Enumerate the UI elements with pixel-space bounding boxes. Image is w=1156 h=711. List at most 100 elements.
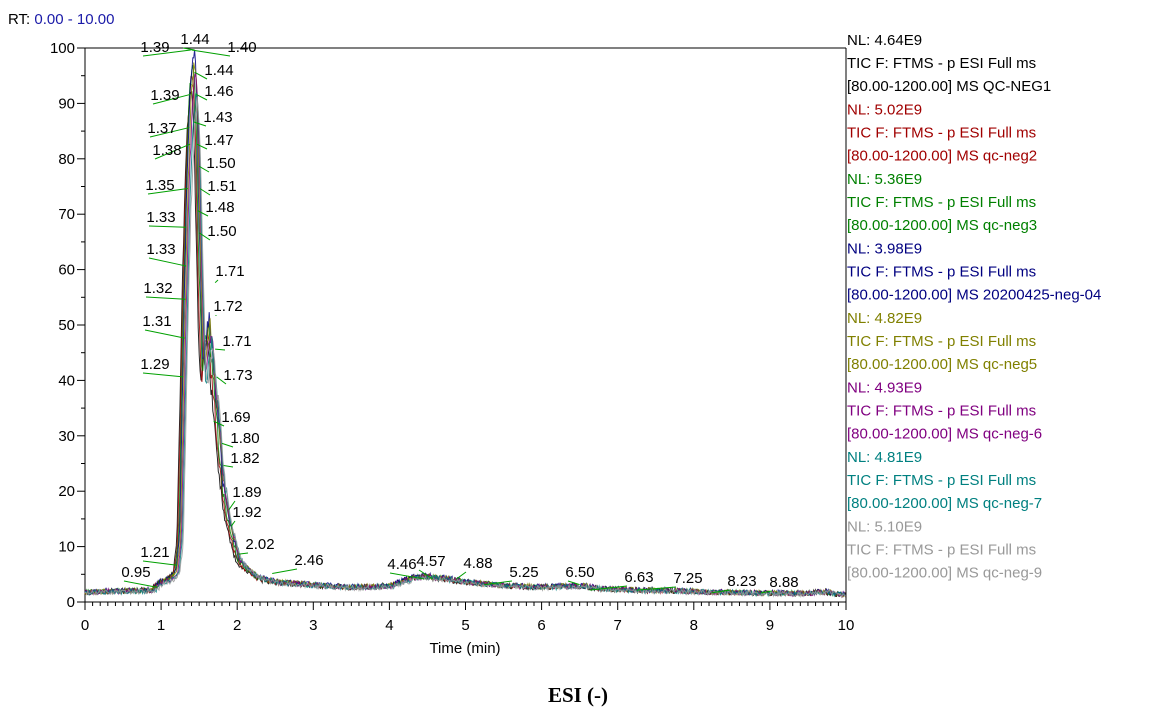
legend-nl-label: NL: 4.64E9 (847, 32, 922, 49)
peak-leader-line (145, 296, 186, 300)
legend-trace-label: TIC F: FTMS - p ESI Full ms (847, 333, 1036, 350)
peak-leader-line (198, 165, 210, 173)
peak-leader-line (193, 121, 207, 127)
peak-leader-line (148, 225, 187, 228)
peak-leader-line (142, 372, 184, 378)
y-tick-label: 20 (58, 483, 75, 500)
peak-label: 8.23 (727, 573, 756, 590)
x-tick-label: 5 (461, 617, 469, 634)
peak-leader-line (123, 580, 158, 588)
peak-leader-line (272, 568, 298, 575)
peak-label: 1.48 (205, 199, 234, 216)
legend-range-label: [80.00-1200.00] MS QC-NEG1 (847, 78, 1051, 95)
peak-label: 8.88 (769, 574, 798, 591)
peak-label: 1.80 (230, 430, 259, 447)
x-tick-label: 7 (614, 617, 622, 634)
peak-leader-line (148, 257, 187, 267)
peak-leader-line (213, 420, 225, 427)
peak-leader-line (195, 93, 208, 101)
legend-trace-label: TIC F: FTMS - p ESI Full ms (847, 125, 1036, 142)
peak-leader-line (216, 376, 227, 385)
legend-nl-label: NL: 5.10E9 (847, 519, 922, 536)
peak-label: 1.29 (140, 356, 169, 373)
peak-label: 1.33 (146, 209, 175, 226)
peak-label: 4.46 (387, 556, 416, 573)
y-tick-label: 10 (58, 539, 75, 556)
figure-caption: ESI (-) (547, 683, 609, 707)
peak-leader-line (456, 571, 467, 580)
peak-label: 1.35 (145, 177, 174, 194)
peak-label: 1.44 (204, 62, 233, 79)
peak-leader-line (711, 589, 731, 594)
peak-labels: 1.39 1.44 1.40 1.44 1.39 1.46 1.37 1.43 1.38 1.47… (121, 31, 799, 594)
y-tick-label: 50 (58, 317, 75, 334)
rt-range-label: RT: 0.00 - 10.00 (8, 11, 114, 28)
legend-nl-label: NL: 4.82E9 (847, 310, 922, 327)
peak-label: 1.71 (215, 263, 244, 280)
peak-label: 1.51 (207, 178, 236, 195)
peak-label: 1.38 (152, 142, 181, 159)
legend-nl-label: NL: 5.36E9 (847, 171, 922, 188)
peak-leader-line (238, 552, 249, 555)
peak-leader-line (182, 47, 195, 51)
x-tick-label: 1 (157, 617, 165, 634)
legend-range-label: [80.00-1200.00] MS qc-neg-6 (847, 426, 1042, 443)
legend-range-label: [80.00-1200.00] MS qc-neg-7 (847, 495, 1042, 512)
peak-leader-line (223, 465, 234, 468)
peak-leader-line (198, 232, 211, 241)
peak-label: 2.46 (294, 552, 323, 569)
x-tick-label: 8 (690, 617, 698, 634)
peak-label: 1.31 (142, 313, 171, 330)
peak-leader-line (589, 585, 628, 591)
y-tick-label: 0 (67, 594, 75, 611)
y-tick-label: 30 (58, 428, 75, 445)
peak-label: 1.37 (147, 120, 176, 137)
peak-label: 1.72 (213, 298, 242, 315)
peak-label: 4.57 (416, 553, 445, 570)
peak-leader-line (228, 500, 236, 511)
peak-leader-line (389, 572, 425, 580)
y-tick-label: 40 (58, 372, 75, 389)
x-tick-label: 3 (309, 617, 317, 634)
legend-trace-label: TIC F: FTMS - p ESI Full ms (847, 542, 1036, 559)
legend-range-label: [80.00-1200.00] MS qc-neg-9 (847, 565, 1042, 582)
peak-leader-line (199, 188, 211, 196)
peak-leader-line (154, 143, 191, 160)
peak-label: 1.32 (143, 280, 172, 297)
y-tick-label: 90 (58, 95, 75, 112)
y-tick-label: 60 (58, 262, 75, 279)
legend-trace-label: TIC F: FTMS - p ESI Full ms (847, 264, 1036, 281)
peak-leader-line (149, 127, 190, 138)
peak-leader-line (144, 329, 185, 339)
peak-label: 1.47 (204, 132, 233, 149)
legend-trace-label: TIC F: FTMS - p ESI Full ms (847, 403, 1036, 420)
peak-label: 1.43 (203, 109, 232, 126)
peak-label: 7.25 (673, 570, 702, 587)
peak-label: 1.33 (146, 241, 175, 258)
peak-label: 1.71 (222, 333, 251, 350)
peak-label: 1.44 (180, 31, 209, 48)
trace-group (84, 49, 847, 599)
legend-nl-label: NL: 5.02E9 (847, 102, 922, 119)
peak-label: 2.02 (245, 536, 274, 553)
peak-leader-line (760, 590, 773, 594)
peak-leader-line (142, 49, 191, 57)
peak-label: 1.82 (230, 450, 259, 467)
peak-label: 1.39 (140, 39, 169, 56)
legend-nl-label: NL: 3.98E9 (847, 241, 922, 258)
peak-leader-line (214, 279, 219, 284)
legend-range-label: [80.00-1200.00] MS 20200425-neg-04 (847, 287, 1101, 304)
peak-leader-line (196, 143, 208, 150)
peak-leader-line (418, 569, 434, 580)
legend-range-label: [80.00-1200.00] MS qc-neg2 (847, 148, 1037, 165)
legend: NL: 4.64E9 TIC F: FTMS - p ESI Full ms [80… (847, 32, 1101, 582)
x-tick-label: 9 (766, 617, 774, 634)
peak-leader-line (636, 586, 677, 591)
peak-leader-line (215, 348, 226, 351)
peak-leader-line (194, 71, 208, 80)
series-line (84, 96, 846, 599)
x-tick-label: 0 (81, 617, 89, 634)
legend-nl-label: NL: 4.81E9 (847, 449, 922, 466)
y-tick-label: 100 (50, 40, 75, 57)
